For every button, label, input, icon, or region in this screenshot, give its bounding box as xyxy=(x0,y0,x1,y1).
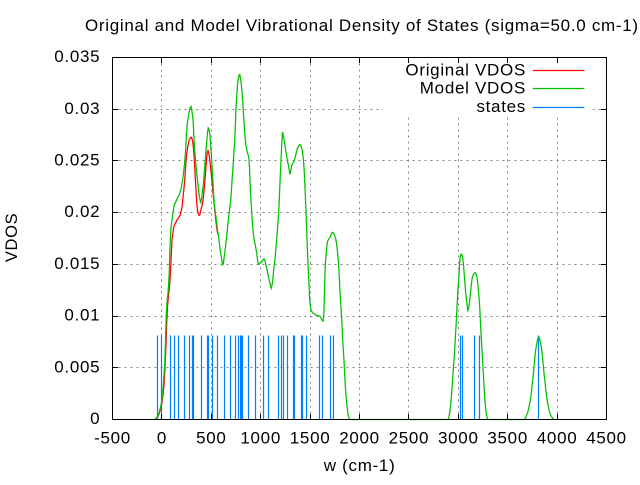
svg-text:0: 0 xyxy=(90,409,100,428)
svg-text:3000: 3000 xyxy=(438,428,479,447)
svg-text:0.01: 0.01 xyxy=(64,306,100,325)
svg-text:2500: 2500 xyxy=(389,428,430,447)
svg-text:0.005: 0.005 xyxy=(54,357,100,376)
svg-text:4000: 4000 xyxy=(537,428,578,447)
svg-text:4500: 4500 xyxy=(586,428,627,447)
svg-text:1500: 1500 xyxy=(290,428,331,447)
svg-text:0.02: 0.02 xyxy=(64,202,100,221)
svg-text:0.015: 0.015 xyxy=(54,254,100,273)
svg-text:Original VDOS: Original VDOS xyxy=(405,60,526,79)
svg-text:0.03: 0.03 xyxy=(64,99,100,118)
svg-text:Original and Model Vibrational: Original and Model Vibrational Density o… xyxy=(85,16,639,35)
svg-text:Model VDOS: Model VDOS xyxy=(420,79,526,98)
svg-text:2000: 2000 xyxy=(339,428,380,447)
svg-text:500: 500 xyxy=(196,428,226,447)
svg-text:w (cm-1): w (cm-1) xyxy=(323,456,396,475)
svg-text:3500: 3500 xyxy=(487,428,528,447)
svg-text:0.035: 0.035 xyxy=(54,47,100,66)
svg-text:1000: 1000 xyxy=(240,428,281,447)
svg-text:0.025: 0.025 xyxy=(54,151,100,170)
svg-text:-500: -500 xyxy=(94,428,131,447)
svg-text:states: states xyxy=(476,97,526,116)
svg-text:VDOS: VDOS xyxy=(3,213,21,263)
svg-text:0: 0 xyxy=(157,428,167,447)
